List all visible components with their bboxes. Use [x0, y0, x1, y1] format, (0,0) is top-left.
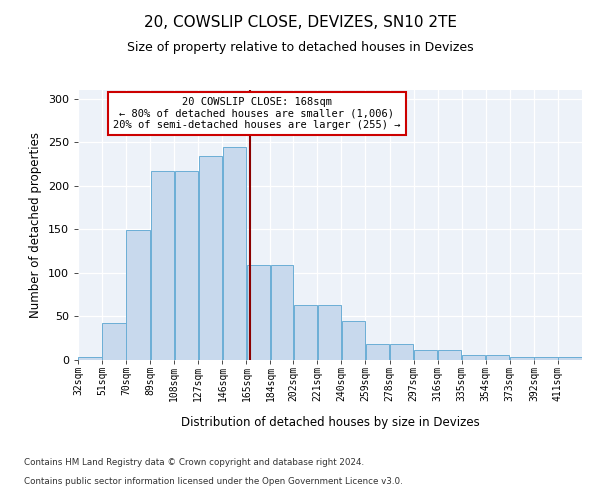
- Bar: [293, 305, 317, 360]
- Bar: [127, 230, 150, 360]
- Bar: [247, 265, 270, 360]
- Bar: [199, 156, 222, 360]
- Bar: [175, 171, 198, 360]
- Bar: [438, 350, 461, 360]
- Bar: [103, 322, 126, 360]
- Bar: [342, 321, 365, 360]
- Bar: [414, 350, 437, 360]
- Text: Distribution of detached houses by size in Devizes: Distribution of detached houses by size …: [181, 416, 479, 429]
- Text: 20 COWSLIP CLOSE: 168sqm
← 80% of detached houses are smaller (1,006)
20% of sem: 20 COWSLIP CLOSE: 168sqm ← 80% of detach…: [113, 97, 401, 130]
- Text: 20, COWSLIP CLOSE, DEVIZES, SN10 2TE: 20, COWSLIP CLOSE, DEVIZES, SN10 2TE: [143, 15, 457, 30]
- Text: Size of property relative to detached houses in Devizes: Size of property relative to detached ho…: [127, 41, 473, 54]
- Bar: [271, 265, 293, 360]
- Text: Contains HM Land Registry data © Crown copyright and database right 2024.: Contains HM Land Registry data © Crown c…: [24, 458, 364, 467]
- Bar: [223, 146, 246, 360]
- Bar: [79, 356, 101, 360]
- Bar: [559, 358, 581, 360]
- Bar: [151, 171, 174, 360]
- Bar: [317, 305, 341, 360]
- Bar: [534, 358, 557, 360]
- Bar: [390, 344, 413, 360]
- Text: Contains public sector information licensed under the Open Government Licence v3: Contains public sector information licen…: [24, 476, 403, 486]
- Bar: [510, 358, 533, 360]
- Bar: [486, 355, 509, 360]
- Bar: [462, 355, 485, 360]
- Bar: [366, 344, 389, 360]
- Y-axis label: Number of detached properties: Number of detached properties: [29, 132, 42, 318]
